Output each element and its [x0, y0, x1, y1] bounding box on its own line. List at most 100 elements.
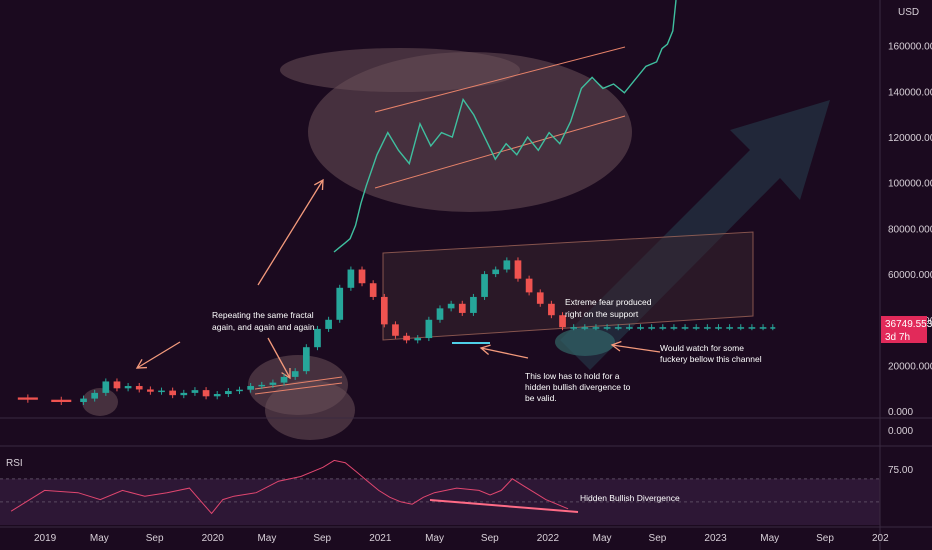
price-candle	[648, 327, 655, 329]
price-candle	[236, 389, 243, 392]
price-candle	[481, 274, 488, 297]
projection-series-layer	[333, 0, 677, 253]
price-candle	[447, 303, 455, 309]
annotation-fear-line2: right on the support	[565, 309, 639, 319]
price-candle	[536, 292, 544, 304]
price-candle	[158, 390, 165, 393]
channel-line	[254, 376, 343, 390]
time-tick-label: 2022	[537, 533, 560, 544]
price-candle	[603, 327, 611, 329]
annotation-arrowhead	[313, 178, 324, 191]
price-candle	[759, 327, 767, 329]
price-candle	[570, 327, 578, 329]
time-tick-label: 2023	[704, 533, 727, 544]
price-candle	[770, 327, 776, 329]
time-tick-label: Sep	[649, 533, 667, 544]
price-candle	[314, 328, 321, 348]
volume-axis-label: 0.000	[888, 426, 913, 437]
price-candle	[737, 327, 745, 329]
price-candle	[492, 269, 500, 275]
time-tick-label: Sep	[146, 533, 164, 544]
annotation-fear-line1: Extreme fear produced	[565, 297, 652, 307]
time-tick-label: Sep	[816, 533, 834, 544]
drawing-layer	[82, 46, 830, 440]
time-tick-label: Sep	[481, 533, 499, 544]
price-candle	[748, 327, 756, 329]
price-tick-label: 100000.000	[888, 179, 932, 190]
time-tick-label: Sep	[313, 533, 331, 544]
price-candle	[692, 327, 700, 329]
price-candle	[704, 327, 711, 329]
price-candle	[436, 308, 444, 320]
annotation-arrow	[267, 337, 291, 379]
time-tick-label: May	[425, 533, 444, 544]
channel-line	[254, 382, 343, 395]
price-candle	[559, 315, 566, 328]
annotation-arrowhead	[610, 340, 622, 352]
price-candle	[403, 335, 410, 341]
price-candle	[425, 319, 433, 339]
price-tag: 36749.553 3d 7h	[881, 316, 932, 343]
price-candle	[124, 386, 132, 389]
price-series-layer	[17, 257, 776, 406]
annotation-fractal-line2: again, and again and again	[212, 322, 315, 332]
price-candle	[336, 287, 344, 320]
annotation-arrow	[136, 341, 181, 369]
price-candle	[135, 386, 143, 390]
price-candle	[225, 391, 232, 395]
price-candle	[269, 382, 277, 385]
price-tick-label: 140000.000	[888, 87, 932, 98]
highlight-ellipse	[82, 388, 118, 416]
price-candle	[358, 269, 366, 284]
annotation-low-line3: be valid.	[525, 393, 557, 403]
price-tick-label: 0.000	[888, 407, 913, 418]
time-tick-label: May	[760, 533, 779, 544]
price-tag-box	[881, 316, 927, 343]
price-candle	[169, 390, 176, 396]
rsi-layer	[0, 459, 880, 525]
price-candle	[202, 390, 210, 397]
price-candle	[291, 371, 299, 377]
price-candle	[380, 296, 388, 325]
annotation-arrow	[611, 344, 661, 353]
price-candle	[592, 327, 600, 329]
highlight-ellipse	[555, 328, 615, 356]
annotation-arrow	[480, 347, 529, 359]
price-candle	[614, 327, 622, 329]
time-tick-label: May	[90, 533, 109, 544]
price-candle	[102, 381, 110, 393]
price-tick-label: 160000.000	[888, 42, 932, 53]
price-candle	[80, 398, 87, 403]
annotation-low-line1: This low has to hold for a	[525, 371, 620, 381]
currency-label: USD	[898, 7, 919, 18]
price-candle	[51, 399, 72, 403]
price-candle	[392, 324, 399, 336]
price-candle	[726, 327, 733, 329]
price-candle	[347, 269, 355, 288]
time-tick-label: 2019	[34, 533, 57, 544]
time-tick-label: 2021	[369, 533, 392, 544]
price-tick-label: 80000.000	[888, 224, 932, 235]
annotation-low-line2: hidden bullish divergence to	[525, 382, 631, 392]
price-candle	[503, 260, 511, 270]
price-candle	[681, 327, 689, 329]
range-channel	[382, 231, 754, 341]
annotation-arrowhead	[135, 359, 148, 369]
annotation-divergence: Hidden Bullish Divergence	[580, 493, 680, 503]
price-tick-label: 20000.000	[888, 361, 932, 372]
rsi-line	[10, 459, 569, 515]
time-tick-label: May	[593, 533, 612, 544]
annotation-arrowhead	[479, 344, 491, 356]
price-candle	[458, 303, 466, 313]
price-candle	[715, 327, 722, 329]
annotation-arrow	[257, 179, 324, 286]
time-tick-label: May	[257, 533, 276, 544]
price-candle	[470, 296, 477, 313]
price-candle	[258, 384, 266, 387]
time-tick-label: 202	[872, 533, 889, 544]
price-candle	[213, 394, 221, 397]
price-candle	[581, 327, 589, 329]
projection-line	[333, 0, 677, 253]
price-candle	[113, 381, 121, 389]
